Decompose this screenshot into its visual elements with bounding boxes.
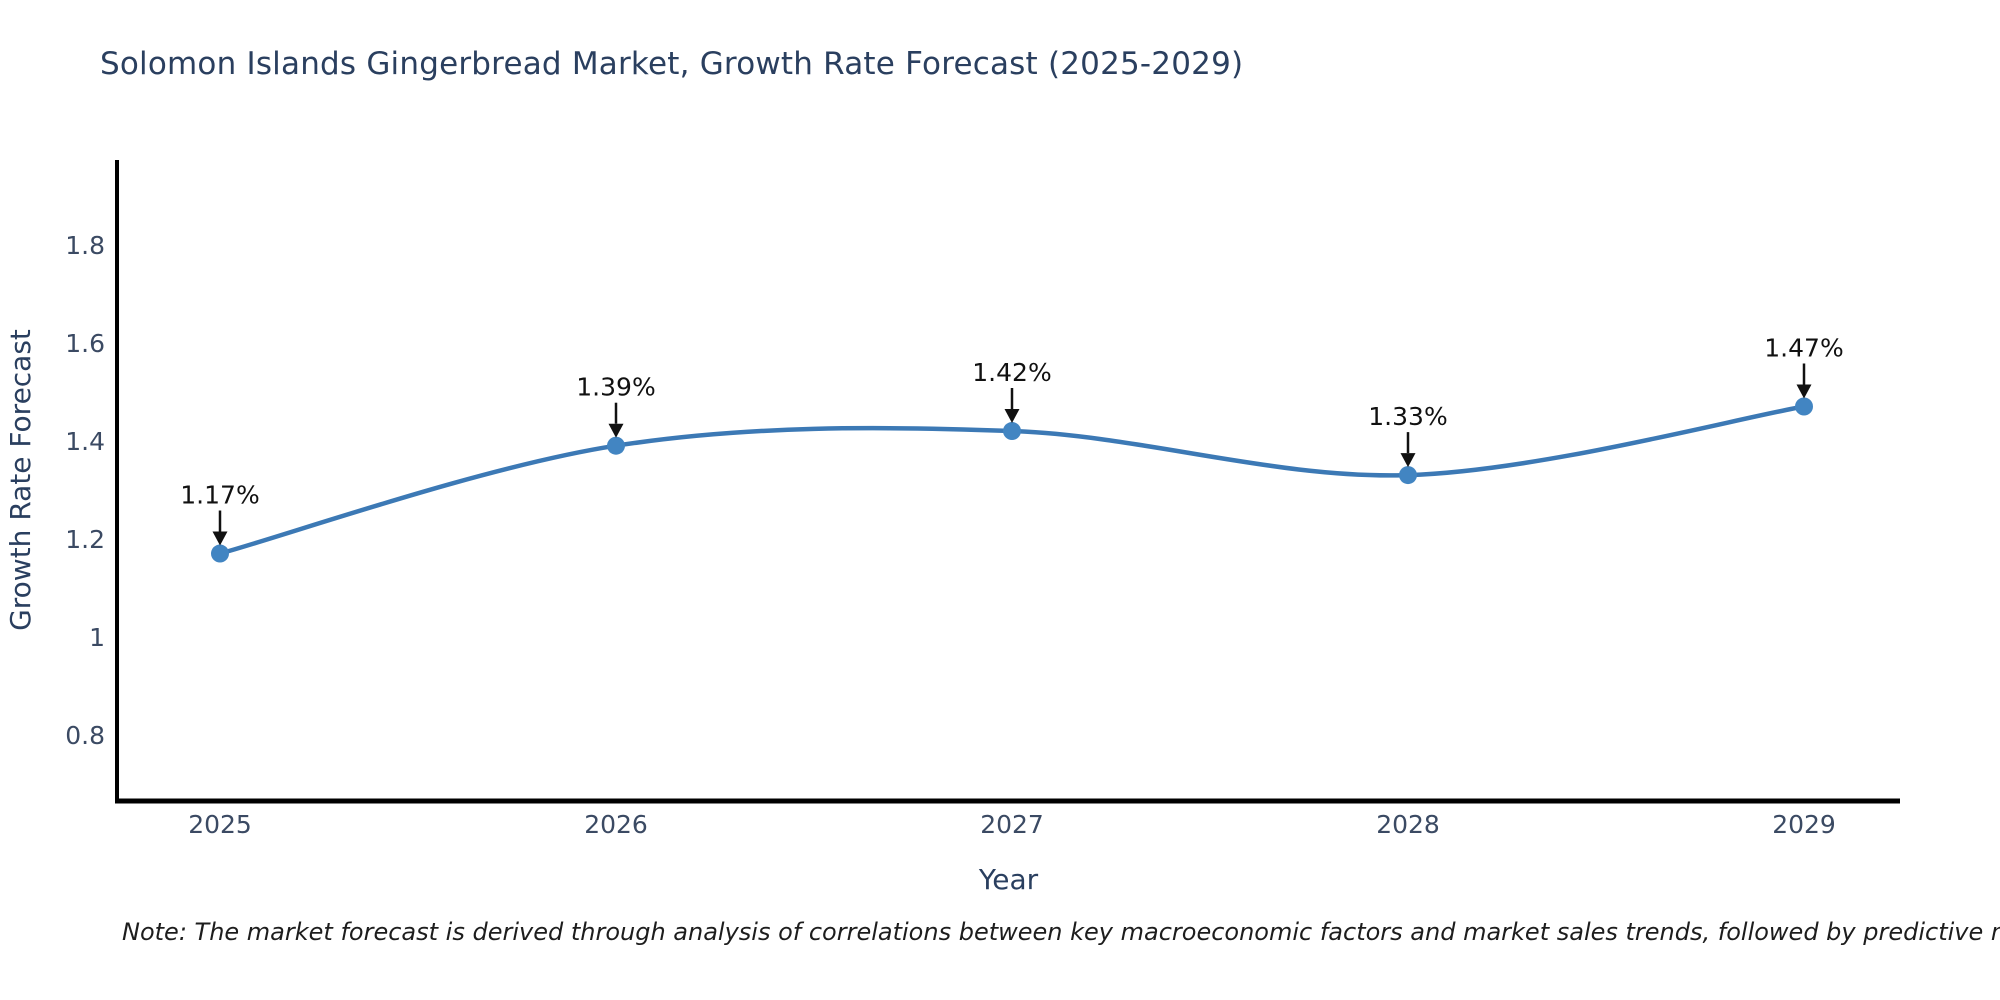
x-tick-label: 2027 <box>980 810 1044 839</box>
annotation-arrowhead-icon <box>608 423 624 438</box>
data-point-label: 1.39% <box>576 373 655 402</box>
y-tick-label: 1.2 <box>65 525 105 554</box>
annotation-arrowhead-icon <box>1796 384 1812 399</box>
chart-title: Solomon Islands Gingerbread Market, Grow… <box>100 46 1244 82</box>
data-point-label: 1.42% <box>972 358 1051 387</box>
y-tick-label: 1.4 <box>65 427 105 456</box>
data-point-marker <box>1399 466 1417 485</box>
data-point-marker <box>1003 422 1021 441</box>
y-tick-label: 1 <box>89 623 105 652</box>
y-tick-label: 0.8 <box>65 721 105 750</box>
y-axis-title: Growth Rate Forecast <box>4 329 37 631</box>
y-tick-label: 1.6 <box>65 329 105 358</box>
annotation-arrowhead-icon <box>212 531 228 546</box>
x-tick-label: 2028 <box>1376 810 1440 839</box>
x-tick-label: 2025 <box>188 810 252 839</box>
data-point-label: 1.47% <box>1764 334 1843 363</box>
y-tick-label: 1.8 <box>65 231 105 260</box>
x-axis-title: Year <box>978 863 1039 896</box>
annotation-arrowhead-icon <box>1400 453 1416 468</box>
data-point-marker <box>1795 397 1813 416</box>
annotation-arrowhead-icon <box>1004 409 1020 424</box>
data-point-marker <box>607 436 625 455</box>
data-point-label: 1.17% <box>180 481 259 510</box>
data-point-marker <box>211 544 229 563</box>
x-tick-label: 2026 <box>584 810 648 839</box>
footnote: Note: The market forecast is derived thr… <box>122 918 2000 946</box>
data-point-label: 1.33% <box>1368 402 1447 431</box>
x-tick-label: 2029 <box>1772 810 1836 839</box>
